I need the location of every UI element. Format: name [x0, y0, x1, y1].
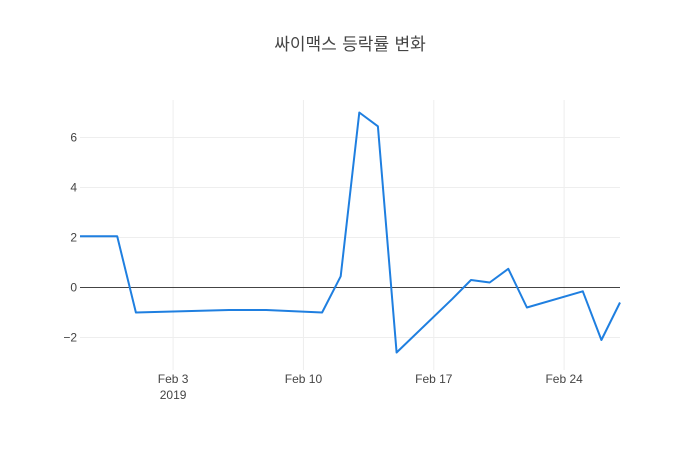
data-point — [525, 306, 529, 310]
data-point — [506, 267, 510, 271]
data-point — [115, 234, 119, 238]
chart-title: 싸이맥스 등락률 변화 — [274, 35, 426, 55]
x-tick-label: Feb 24 — [545, 372, 583, 386]
data-point — [134, 311, 138, 315]
y-tick-label: 4 — [70, 181, 77, 195]
data-point — [599, 338, 603, 342]
data-point — [264, 308, 268, 312]
y-tick-label: 2 — [70, 231, 77, 245]
data-point — [227, 308, 231, 312]
y-tick-label: 0 — [70, 281, 77, 295]
y-tick-label: −2 — [63, 331, 77, 345]
x-tick-label: Feb 10 — [285, 372, 323, 386]
data-point — [376, 124, 380, 128]
data-point — [78, 234, 82, 238]
data-point — [339, 274, 343, 278]
data-point — [450, 297, 454, 301]
data-point — [469, 278, 473, 282]
x-tick-year-label: 2019 — [160, 388, 187, 402]
data-point — [357, 111, 361, 115]
series-layer — [78, 111, 622, 355]
series-line — [80, 111, 621, 354]
x-tick-label: Feb 3 — [158, 372, 189, 386]
y-tick-label: 6 — [70, 131, 77, 145]
data-point — [581, 289, 585, 293]
tick-labels: Feb 3 2019 Feb 10 Feb 17 Feb 24 −2 0 2 4 6 — [63, 131, 583, 403]
data-point — [320, 311, 324, 315]
gridlines — [80, 100, 620, 370]
data-point — [618, 301, 622, 305]
data-point — [488, 281, 492, 285]
x-tick-label: Feb 17 — [415, 372, 453, 386]
data-point — [395, 351, 399, 355]
